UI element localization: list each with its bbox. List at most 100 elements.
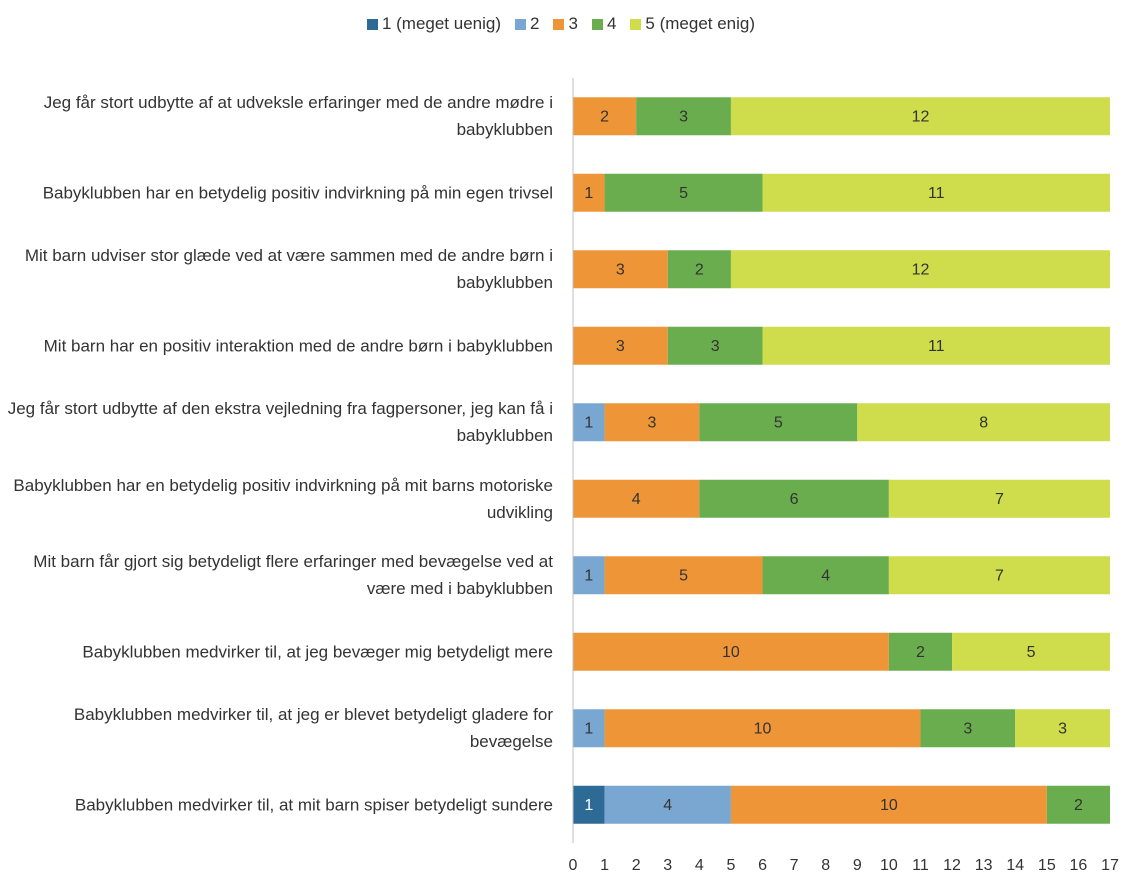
legend-swatch — [591, 18, 603, 30]
x-tick-label: 11 — [912, 857, 929, 874]
x-tick-label: 13 — [975, 857, 993, 874]
y-tick-label: Mit barn har en positiv interaktion med … — [43, 336, 553, 356]
data-label: 3 — [616, 261, 625, 278]
data-label: 3 — [963, 720, 972, 737]
legend-swatch — [515, 18, 527, 30]
x-tick-label: 5 — [726, 857, 735, 874]
x-tick-label: 3 — [663, 857, 672, 874]
legend-item: 4 — [591, 14, 617, 34]
y-tick-label: Babyklubben medvirker til, at jeg er ble… — [73, 705, 553, 752]
bar-segment — [604, 556, 763, 595]
legend-swatch — [553, 18, 565, 30]
data-label: 2 — [1074, 797, 1083, 814]
legend-label: 5 (meget enig) — [645, 14, 756, 33]
legend-item: 2 — [515, 14, 539, 34]
data-label: 2 — [600, 108, 609, 125]
bar-segment — [699, 479, 889, 518]
bar-segment — [888, 556, 1110, 595]
x-tick-label: 8 — [821, 857, 830, 874]
x-tick-label: 9 — [853, 857, 862, 874]
bar-segment — [730, 97, 1110, 136]
legend-label: 3 — [568, 14, 578, 33]
legend-item: 1 (meget uenig) — [366, 14, 502, 34]
bar-segment — [699, 403, 858, 442]
x-tick-label: 7 — [790, 857, 799, 874]
bar-segment — [667, 326, 763, 365]
data-label: 4 — [663, 797, 672, 814]
data-label: 5 — [679, 567, 688, 584]
bar-segment — [636, 97, 731, 136]
bar-segment — [1046, 785, 1110, 824]
bar-segment — [952, 632, 1110, 671]
bar-segment — [573, 556, 605, 595]
data-label: 3 — [679, 108, 688, 125]
bar-segment — [762, 556, 889, 595]
x-tick-label: 4 — [695, 857, 704, 874]
bar-segment — [730, 250, 1110, 289]
bar-segment — [762, 173, 1110, 212]
bar-segment — [1015, 709, 1110, 748]
data-label: 1 — [584, 567, 593, 584]
data-label: 5 — [774, 414, 783, 431]
bar-segment — [604, 785, 731, 824]
legend-swatch — [366, 18, 378, 30]
data-label: 11 — [928, 338, 945, 355]
x-tick-label: 12 — [943, 857, 961, 874]
x-tick-label: 1 — [600, 857, 609, 874]
y-tick-label: Jeg får stort udbytte af at udveksle erf… — [43, 93, 553, 140]
bar-segment — [573, 326, 668, 365]
data-label: 2 — [916, 644, 925, 661]
data-label: 5 — [679, 185, 688, 202]
bar-segment — [857, 403, 1110, 442]
data-label: 2 — [695, 261, 704, 278]
legend-item: 5 (meget enig) — [630, 14, 755, 34]
data-label: 11 — [928, 185, 945, 202]
y-tick-label: Jeg får stort udbytte af den ekstra vejl… — [7, 399, 553, 446]
bar-segment — [920, 709, 1016, 748]
bar-segment — [573, 785, 605, 824]
legend-label: 4 — [606, 14, 617, 33]
x-tick-label: 6 — [758, 857, 767, 874]
bar-segment — [573, 403, 605, 442]
data-label: 5 — [1027, 644, 1036, 661]
data-label: 10 — [754, 720, 772, 737]
data-label: 4 — [821, 567, 830, 584]
bar-segment — [573, 97, 637, 136]
bar-segment — [762, 326, 1110, 365]
bar-segment — [573, 250, 668, 289]
bar-segment — [573, 173, 605, 212]
data-label: 3 — [648, 414, 657, 431]
y-tick-label: Mit barn udviser stor glæde ved at være … — [24, 246, 553, 293]
legend-label: 1 (meget uenig) — [381, 14, 502, 33]
bar-segment — [604, 709, 921, 748]
data-label: 1 — [584, 797, 593, 814]
bar-segment — [573, 632, 889, 671]
x-tick-label: 10 — [880, 857, 898, 874]
y-tick-label: Babyklubben medvirker til, at mit barn s… — [74, 795, 553, 815]
data-label: 7 — [995, 491, 1004, 508]
data-label: 3 — [1058, 720, 1067, 737]
bar-segment — [730, 785, 1047, 824]
legend-swatch — [630, 18, 642, 30]
legend: 1 (meget uenig) 2 3 4 5 (meget enig) — [0, 14, 1122, 34]
data-label: 10 — [722, 644, 740, 661]
bar-segment — [888, 479, 1110, 518]
data-label: 1 — [584, 720, 593, 737]
x-tick-label: 0 — [569, 857, 578, 874]
y-tick-label: Babyklubben medvirker til, at jeg bevæge… — [82, 642, 553, 662]
x-tick-label: 16 — [1070, 857, 1088, 874]
data-label: 10 — [880, 797, 898, 814]
data-label: 7 — [995, 567, 1004, 584]
x-tick-label: 15 — [1038, 857, 1056, 874]
data-label: 1 — [584, 185, 593, 202]
data-label: 1 — [584, 414, 593, 431]
y-tick-label: Babyklubben har en betydelig positiv ind… — [42, 183, 553, 203]
x-tick-label: 14 — [1006, 857, 1024, 874]
bar-segment — [573, 479, 700, 518]
data-label: 4 — [632, 491, 641, 508]
data-label: 3 — [616, 338, 625, 355]
data-label: 8 — [979, 414, 988, 431]
data-label: 6 — [790, 491, 799, 508]
